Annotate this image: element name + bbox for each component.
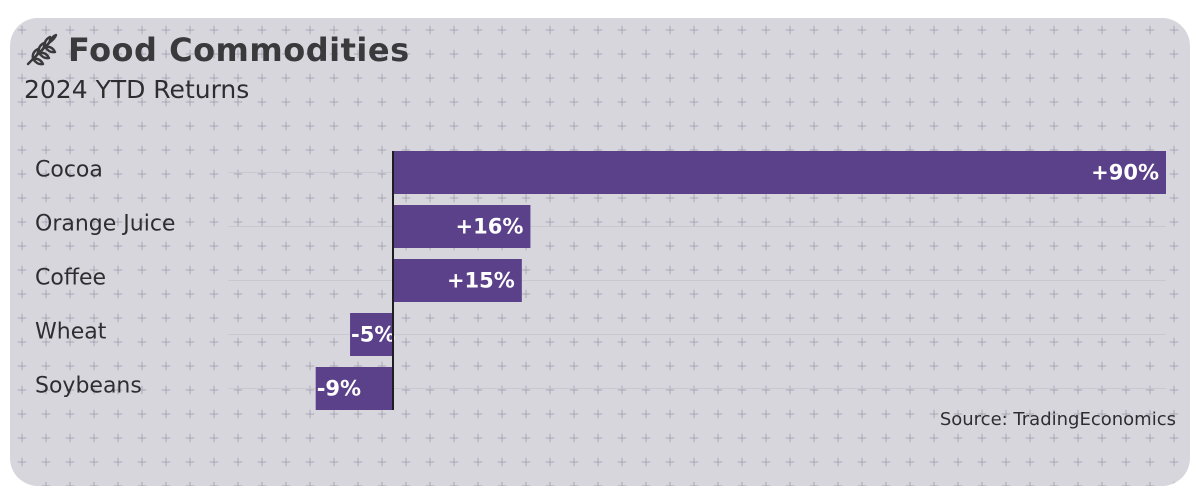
bar-orange-juice — [393, 205, 531, 248]
wheat-icon — [26, 33, 58, 66]
value-label: -9% — [317, 377, 361, 401]
category-label: Cocoa — [35, 158, 103, 183]
category-label: Wheat — [35, 320, 107, 345]
chart-card — [10, 18, 1190, 486]
bar-wheat — [350, 313, 393, 356]
title-row: Food Commodities — [24, 30, 410, 70]
bar-cocoa — [393, 151, 1166, 194]
value-label: +90% — [1091, 161, 1159, 185]
category-label: Soybeans — [35, 374, 142, 399]
bar-soybeans — [315, 367, 393, 410]
background-pattern — [10, 18, 1190, 486]
source-note: Source: TradingEconomics — [939, 409, 1176, 430]
value-label: +15% — [447, 269, 515, 293]
category-label: Orange Juice — [35, 212, 175, 237]
chart-subtitle: 2024 YTD Returns — [24, 75, 250, 104]
value-label: -5% — [351, 323, 395, 347]
category-label: Coffee — [35, 266, 106, 291]
value-label: +16% — [456, 215, 524, 239]
bar-coffee — [393, 259, 522, 302]
chart-title: Food Commodities — [68, 31, 410, 69]
